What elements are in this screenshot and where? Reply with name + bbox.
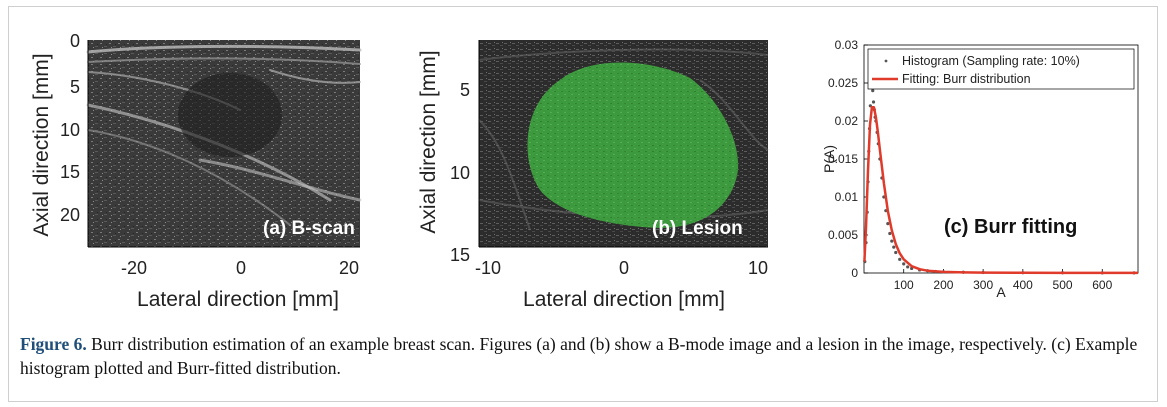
panel-c-xtick-label: 100 (894, 278, 914, 292)
panel-a-ytick: 15 (60, 162, 80, 182)
legend-marker-histogram (884, 59, 888, 63)
panel-b-xticks: -10 0 10 (475, 258, 768, 278)
panel-b-overlay-label: (b) Lesion (652, 218, 743, 239)
panel-c-yticks: 0 0.005 0.01 0.015 0.02 0.025 0.03 (828, 38, 868, 280)
panel-a-overlay-label: (a) B-scan (263, 218, 355, 239)
panel-c-ylabel: P(A) (821, 145, 837, 173)
histogram-point (886, 222, 890, 226)
histogram-point (906, 265, 910, 269)
panel-b-yticks: 5 10 15 (450, 80, 470, 265)
panel-b-ytick: 5 (460, 80, 470, 100)
panel-c-xtick-label: 500 (1053, 278, 1073, 292)
panel-c-legend: Histogram (Sampling rate: 10%) Fitting: … (867, 48, 1135, 90)
panel-b: (b) Lesion -10 0 10 5 10 15 Lateral dire… (417, 40, 769, 311)
panel-c-annotation: (c) Burr fitting (944, 216, 1077, 238)
panel-c-ytick-label: 0.005 (828, 228, 858, 242)
panel-a-ytick: 10 (60, 120, 80, 140)
panel-c-chart: 0 0.005 0.01 0.015 0.02 0.025 0.03 100 200 300 40… (821, 38, 1139, 300)
panel-a-xtick: 0 (236, 258, 246, 278)
panel-c-xtick-label: 300 (973, 278, 993, 292)
legend-label-histogram: Histogram (Sampling rate: 10%) (902, 54, 1080, 68)
panel-c-xtick-label: 400 (1013, 278, 1033, 292)
legend-label-fitting: Fitting: Burr distribution (902, 72, 1031, 86)
panel-c-xticks: 100 200 300 400 500 600 (894, 269, 1113, 292)
histogram-point (888, 231, 892, 236)
panel-c-xtick-label: 600 (1092, 278, 1112, 292)
histogram-point (894, 250, 898, 255)
panel-a: (a) B-scan -20 0 20 0 5 10 15 20 Lateral… (30, 31, 362, 311)
panel-a-xticks: -20 0 20 (121, 258, 359, 278)
panel-a-ytick: 20 (60, 205, 80, 225)
panel-a-dark-mass (178, 73, 282, 157)
histogram-point (890, 239, 894, 243)
panel-b-ylabel: Axial direction [mm] (417, 50, 440, 233)
panel-a-ytick: 0 (70, 31, 80, 51)
histogram-point (898, 257, 902, 261)
panel-c-series (863, 81, 1138, 275)
panel-c-ytick-label: 0.025 (828, 76, 858, 90)
panel-a-xtick: -20 (121, 258, 147, 278)
panel-c-ytick-label: 0.01 (835, 190, 859, 204)
panel-b-xtick: -10 (475, 258, 501, 278)
histogram-point (902, 262, 906, 266)
panel-c-xlabel: A (996, 284, 1006, 300)
histogram-point (892, 245, 896, 249)
panel-b-xtick: 0 (619, 258, 629, 278)
panel-a-xlabel: Lateral direction [mm] (137, 288, 339, 311)
caption-text: Burr distribution estimation of an examp… (20, 334, 1138, 378)
histogram-point (871, 100, 876, 104)
burr-fitting-line (863, 106, 1138, 275)
caption-label: Figure 6. (20, 334, 87, 354)
panel-a-yticks: 0 5 10 15 20 (60, 31, 80, 225)
panel-a-ytick: 5 (70, 77, 80, 97)
panel-b-ytick: 15 (450, 245, 470, 265)
legend-box (867, 48, 1135, 90)
panel-c-ytick-label: 0.02 (835, 114, 859, 128)
panel-c-ytick-label: 0.03 (835, 38, 859, 52)
panel-a-xtick: 20 (339, 258, 359, 278)
panel-c-ytick-label: 0 (851, 266, 858, 280)
panel-b-xtick: 10 (748, 258, 768, 278)
panel-c-xtick-label: 200 (933, 278, 953, 292)
panel-b-ytick: 10 (450, 163, 470, 183)
panel-b-xlabel: Lateral direction [mm] (523, 288, 725, 311)
panel-a-ylabel: Axial direction [mm] (30, 53, 53, 236)
panel-c-ytick-label: 0.015 (828, 152, 858, 166)
panel-b-lesion-mask (527, 62, 739, 228)
histogram-point (871, 89, 875, 93)
figure-caption: Figure 6. Burr distribution estimation o… (20, 332, 1140, 380)
